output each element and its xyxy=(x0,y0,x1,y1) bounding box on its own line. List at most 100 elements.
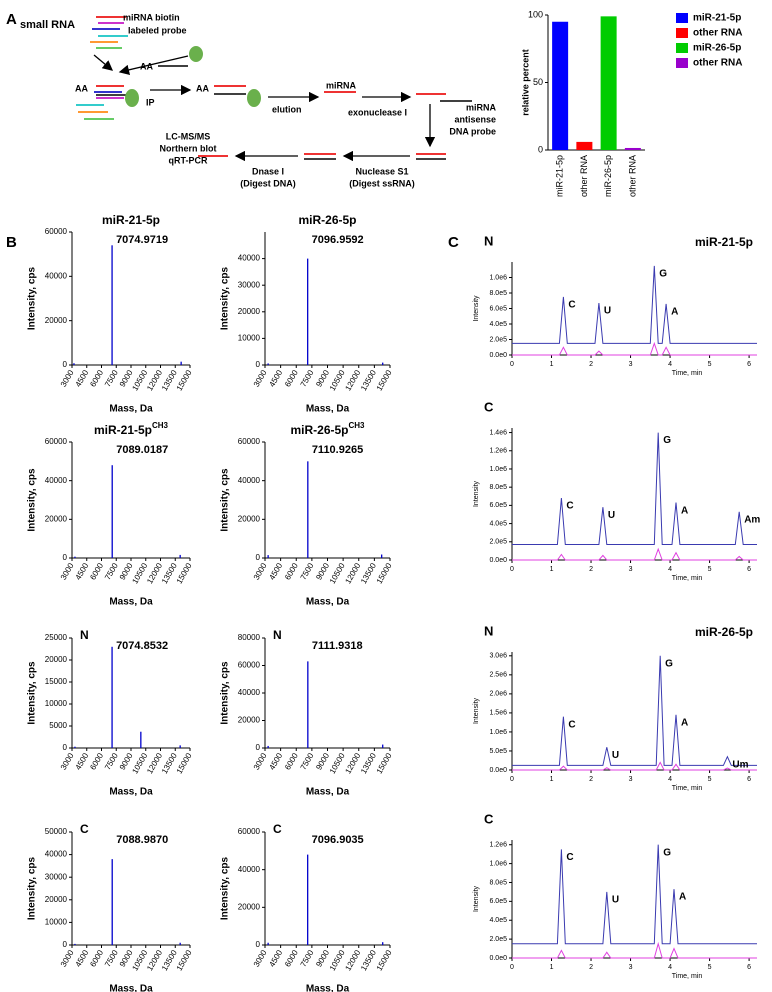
x-tick-label: 7500 xyxy=(299,368,316,388)
x-axis-label: Mass, Da xyxy=(109,404,153,415)
y-tick-label: 60000 xyxy=(45,437,68,446)
y-tick-label: 0 xyxy=(256,360,261,369)
peak-annotation: 7096.9592 xyxy=(312,234,364,246)
y-tick-label: 40000 xyxy=(238,254,261,263)
y-tick-label: 20000 xyxy=(238,716,261,725)
x-tick-label: 4500 xyxy=(267,368,284,388)
x-tick-label: 7500 xyxy=(103,948,120,968)
x-tick-label: 3000 xyxy=(252,368,269,388)
y-tick-label: 20000 xyxy=(238,514,261,523)
x-tick-label: 7500 xyxy=(299,948,316,968)
y-tick-label: 0 xyxy=(256,940,261,949)
peak-annotation: 7089.0187 xyxy=(116,444,168,456)
x-tick-label: 7500 xyxy=(299,751,316,771)
legend-swatch xyxy=(676,58,688,68)
arrows xyxy=(93,54,436,162)
x-axis-label: Mass, Da xyxy=(306,404,350,415)
y-tick-label: 10000 xyxy=(45,918,68,927)
y-tick-label: 0 xyxy=(63,940,68,949)
legend-label: other RNA xyxy=(693,58,742,69)
x-tick-label: 15000 xyxy=(375,368,394,392)
trace xyxy=(512,655,757,766)
x-tick-label: 3 xyxy=(629,361,633,368)
x-tick-label: 6000 xyxy=(88,751,105,771)
peak-label: U xyxy=(612,750,619,761)
chart-title: miR-21-5pCH3 xyxy=(94,421,169,437)
x-tick-label: 15000 xyxy=(175,368,194,392)
x-tick-label: 3000 xyxy=(59,561,76,581)
y-tick-label: 60000 xyxy=(45,227,68,236)
x-tick-label: 15000 xyxy=(175,751,194,775)
y-tick-label: 4.0e5 xyxy=(489,917,507,924)
y-tick-label: 1.5e6 xyxy=(489,710,507,717)
x-tick-label: 15000 xyxy=(175,561,194,585)
x-axis-label: Mass, Da xyxy=(109,597,153,608)
x-tick-label: other RNA xyxy=(627,155,637,197)
legend-swatch xyxy=(676,43,688,53)
x-tick-label: 1 xyxy=(550,566,554,573)
y-axis-label: Intensity, cps xyxy=(27,856,38,920)
chart-title: miR-21-5p xyxy=(102,213,160,227)
diagram-label: miRNA biotin xyxy=(123,12,180,22)
x-tick-label: 4500 xyxy=(267,751,284,771)
x-tick-label: 4500 xyxy=(74,561,91,581)
x-tick-label: 7500 xyxy=(299,561,316,581)
y-tick-label: 5000 xyxy=(49,721,67,730)
diagram-label: Nuclease S1 xyxy=(355,166,408,176)
x-tick-label: 3 xyxy=(629,566,633,573)
y-tick-label: 60000 xyxy=(238,437,261,446)
x-tick-label: 4500 xyxy=(267,948,284,968)
peak-annotation: 7096.9035 xyxy=(312,834,364,846)
x-tick-label: 1 xyxy=(550,776,554,783)
y-tick-label: 80000 xyxy=(238,633,261,642)
legend-label: other RNA xyxy=(693,28,742,39)
x-tick-label: 5 xyxy=(708,361,712,368)
sample-label: miR-21-5p xyxy=(695,235,753,249)
peak-annotation: 7111.9318 xyxy=(312,640,363,652)
x-tick-label: 3000 xyxy=(59,368,76,388)
y-tick-label: 60000 xyxy=(238,661,261,670)
chart-title-text: miR-21-5p xyxy=(94,423,152,437)
peak-annotation: 7074.8532 xyxy=(116,640,168,652)
rna-strands xyxy=(76,16,446,157)
x-tick-label: 6000 xyxy=(88,948,105,968)
y-tick-label: 0 xyxy=(538,144,543,154)
x-tick-label: 3000 xyxy=(252,561,269,581)
x-tick-label: 3000 xyxy=(252,751,269,771)
x-tick-label: 7500 xyxy=(103,751,120,771)
x-axis-label: Time, min xyxy=(672,785,703,792)
diagram-label: small RNA xyxy=(20,19,75,31)
peak-annotation: 7074.9719 xyxy=(116,234,168,246)
x-tick-label: other RNA xyxy=(579,155,589,197)
diagram-label: elution xyxy=(272,104,302,114)
x-tick-label: 3000 xyxy=(59,948,76,968)
x-tick-label: 5 xyxy=(708,776,712,783)
y-tick-label: 0 xyxy=(63,360,68,369)
y-tick-label: 1.0e6 xyxy=(489,729,507,736)
x-tick-label: 4 xyxy=(668,361,672,368)
peak-label: G xyxy=(663,435,671,446)
peak-annotation: 7088.9870 xyxy=(116,834,168,846)
x-tick-label: 4 xyxy=(668,964,672,971)
x-axis-label: Time, min xyxy=(672,370,703,377)
diagram-label: (Digest DNA) xyxy=(240,178,296,188)
x-tick-label: 1 xyxy=(550,361,554,368)
peak-label: C xyxy=(568,300,575,311)
y-tick-label: 40000 xyxy=(45,476,68,485)
y-tick-label: 20000 xyxy=(238,902,261,911)
peak-label: C xyxy=(568,719,575,730)
legend-swatch xyxy=(676,28,688,38)
chart-title-sup: CH3 xyxy=(152,421,169,430)
y-tick-label: 1.2e6 xyxy=(489,448,507,455)
x-tick-label: 6 xyxy=(747,361,751,368)
chart-title-text: miR-21-5p xyxy=(102,213,160,227)
x-tick-label: 6 xyxy=(747,566,751,573)
y-tick-label: 6.0e5 xyxy=(489,502,507,509)
x-tick-label: 0 xyxy=(510,964,514,971)
x-tick-label: 6 xyxy=(747,964,751,971)
sample-label: miR-26-5p xyxy=(695,625,753,639)
y-tick-label: 4.0e5 xyxy=(489,520,507,527)
peak-label: U xyxy=(604,306,611,317)
diagram-label: AA xyxy=(196,83,209,93)
